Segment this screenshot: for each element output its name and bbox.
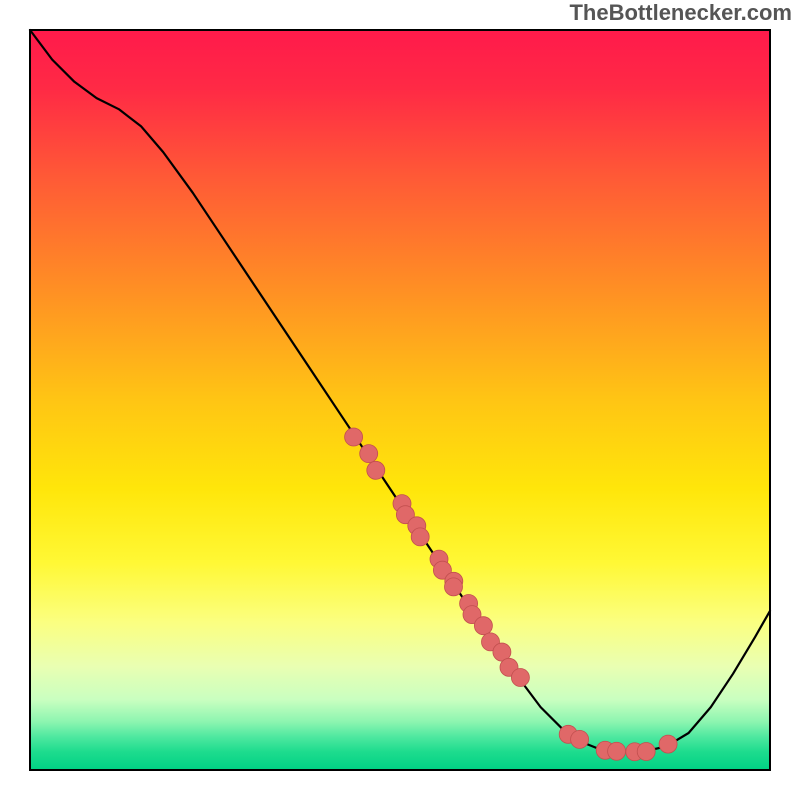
data-marker [571, 730, 589, 748]
data-marker [360, 445, 378, 463]
data-marker [345, 428, 363, 446]
data-marker [608, 742, 626, 760]
data-marker [659, 735, 677, 753]
data-marker [445, 578, 463, 596]
data-marker [511, 669, 529, 687]
gradient-background [30, 30, 770, 770]
bottleneck-chart: TheBottlenecker.com [0, 0, 800, 800]
data-marker [637, 743, 655, 761]
watermark-text: TheBottlenecker.com [569, 0, 792, 25]
data-marker [411, 528, 429, 546]
data-marker [367, 461, 385, 479]
chart-svg: TheBottlenecker.com [0, 0, 800, 800]
data-marker [474, 617, 492, 635]
